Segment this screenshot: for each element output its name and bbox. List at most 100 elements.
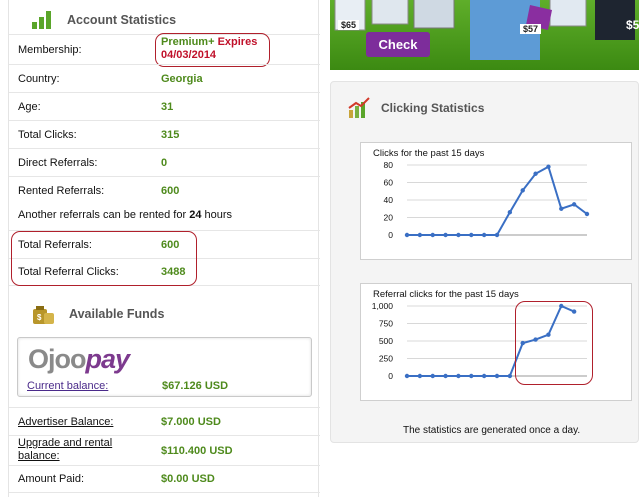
available-funds-title: Available Funds	[69, 307, 165, 321]
membership-row: Membership: Premium+ Expires 04/03/2014	[9, 34, 320, 64]
y-tick-label: 20	[384, 213, 394, 223]
data-point	[533, 337, 538, 342]
data-point	[507, 373, 513, 379]
line-chart-icon	[348, 97, 370, 118]
data-point	[507, 210, 513, 215]
y-tick-label: 250	[379, 354, 393, 364]
data-point	[456, 373, 461, 379]
clicking-statistics-panel: Clicking Statistics Clicks for the past …	[330, 81, 639, 443]
data-point	[430, 232, 435, 238]
amount-paid-label: Amount Paid:	[18, 473, 85, 485]
membership-expiry-date: 04/03/2014	[161, 49, 217, 61]
rented-referrals-value: 600	[161, 184, 180, 197]
y-tick-label: 40	[384, 195, 394, 205]
rented-referrals-label: Rented Referrals:	[18, 184, 105, 197]
referral-clicks-chart: 0 250 500 750 1,000	[372, 301, 587, 381]
current-balance-link[interactable]: Current balance:	[27, 380, 109, 392]
rent-note-hours: 24	[189, 209, 202, 221]
total-referrals-value: 600	[161, 238, 180, 251]
data-point	[559, 206, 564, 211]
referral-clicks-chart-title: Referral clicks for the past 15 days	[373, 289, 519, 300]
price-tag-1: $65	[338, 20, 360, 30]
data-point	[520, 188, 525, 193]
data-point	[571, 202, 577, 207]
total-referrals-row: Total Referrals: 600	[9, 230, 320, 258]
y-tick-label: 0	[388, 230, 393, 240]
data-point	[404, 373, 410, 379]
clicks-chart: 0 20 40 60 80	[384, 160, 590, 240]
direct-referrals-label: Direct Referrals:	[18, 156, 98, 169]
membership-type: Premium+	[161, 36, 215, 48]
membership-value: Premium+ Expires 04/03/2014	[161, 36, 257, 62]
clicks-chart-box: Clicks for the past 15 days 0 20 40 60 80	[360, 142, 632, 260]
data-point	[571, 309, 577, 314]
data-point	[520, 340, 525, 346]
data-point	[481, 232, 487, 238]
rent-note-prefix: Another referrals can be rented for	[18, 209, 187, 221]
age-value: 31	[161, 100, 174, 113]
total-clicks-value: 315	[161, 128, 180, 141]
svg-text:$: $	[37, 313, 42, 322]
advertiser-balance-value: $7.000 USD	[161, 415, 221, 428]
account-statistics-title: Account Statistics	[67, 13, 177, 27]
upgrade-balance-label-line2: balance:	[18, 450, 60, 462]
rent-note-suffix: hours	[204, 209, 233, 221]
country-row: Country: Georgia	[9, 64, 320, 92]
bar-chart-icon	[32, 11, 51, 29]
total-clicks-row: Total Clicks: 315	[9, 120, 320, 148]
statistics-footer-note: The statistics are generated once a day.	[403, 425, 581, 436]
check-button[interactable]: Check	[366, 32, 430, 57]
referral-chart-highlight	[515, 301, 593, 385]
y-tick-label: 1,000	[372, 301, 394, 311]
price-tag-2: $57	[520, 24, 542, 34]
total-clicks-label: Total Clicks:	[18, 128, 77, 141]
y-tick-label: 80	[384, 160, 394, 170]
ojoopay-box: Ojoopay Current balance: $67.126 USD	[17, 337, 312, 397]
ojoopay-logo: Ojoopay	[28, 344, 131, 375]
y-tick-label: 60	[384, 178, 394, 188]
money-bag-icon: $	[33, 306, 54, 324]
data-point	[494, 232, 500, 238]
membership-label: Membership:	[18, 43, 82, 56]
advertiser-balance-link[interactable]: Advertiser Balance:	[18, 415, 114, 428]
upgrade-balance-value: $110.400 USD	[161, 444, 233, 457]
data-point	[481, 373, 487, 379]
available-funds-header: $ Available Funds	[9, 296, 164, 332]
data-point	[494, 373, 500, 379]
y-tick-label: 750	[379, 319, 393, 329]
country-label: Country:	[18, 72, 60, 85]
total-referrals-label: Total Referrals:	[18, 238, 92, 251]
membership-expires: Expires	[217, 36, 258, 48]
direct-referrals-row: Direct Referrals: 0	[9, 148, 320, 176]
data-point	[533, 171, 538, 176]
membership-highlight	[155, 33, 270, 67]
upgrade-balance-link[interactable]: Upgrade and rental balance:	[18, 437, 112, 463]
data-point	[469, 373, 474, 379]
data-point	[404, 232, 410, 238]
data-point	[430, 373, 435, 379]
data-point	[469, 232, 474, 238]
upgrade-balance-label-line1: Upgrade and rental	[18, 437, 113, 449]
direct-referrals-value: 0	[161, 156, 168, 169]
y-tick-label: 500	[379, 336, 393, 346]
data-point	[546, 332, 551, 337]
data-point	[584, 211, 590, 217]
ojoopay-logo-part-a: Ojoo	[28, 344, 86, 374]
data-point	[417, 232, 423, 238]
amount-paid-row: Amount Paid: $0.00 USD	[9, 465, 320, 493]
series-line	[407, 165, 588, 236]
ojoopay-logo-part-b: pay	[85, 344, 131, 374]
referrals-highlight	[11, 231, 197, 286]
data-point	[443, 232, 448, 238]
amount-paid-value: $0.00 USD	[161, 473, 215, 485]
upgrade-balance-row: Upgrade and rental balance: $110.400 USD	[9, 435, 320, 465]
left-column: Account Statistics Membership: Premium+ …	[8, 0, 320, 497]
clicking-statistics-title: Clicking Statistics	[381, 101, 485, 115]
rented-referrals-row: Rented Referrals: 600	[9, 176, 320, 204]
y-tick-label: 0	[388, 371, 393, 381]
total-referral-clicks-label: Total Referral Clicks:	[18, 266, 119, 278]
data-point	[443, 373, 448, 379]
rent-note: Another referrals can be rented for 24 h…	[18, 209, 232, 221]
clicks-chart-title: Clicks for the past 15 days	[373, 148, 485, 159]
promo-banner[interactable]: $65 $57 $5 Check	[330, 0, 639, 70]
